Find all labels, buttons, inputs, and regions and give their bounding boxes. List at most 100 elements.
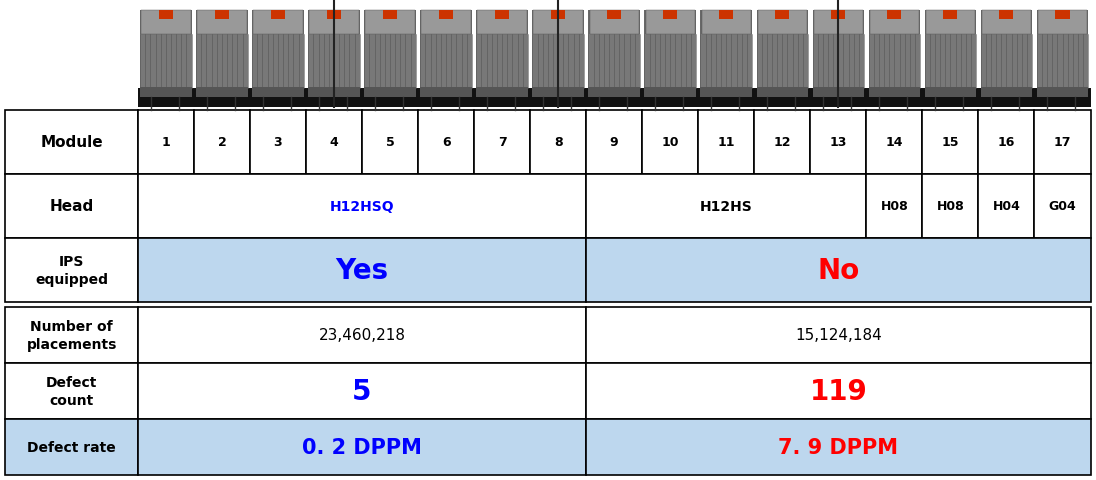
Text: 17: 17 [1053, 136, 1071, 149]
Bar [981, 35, 1032, 89]
Bar [196, 87, 248, 98]
Bar [138, 110, 194, 174]
Text: 3: 3 [274, 136, 283, 149]
Text: 1: 1 [161, 136, 170, 149]
Bar [979, 174, 1035, 239]
Bar [832, 11, 845, 20]
Text: 23,460,218: 23,460,218 [319, 328, 406, 343]
Bar [925, 87, 977, 98]
Bar [364, 11, 415, 89]
Text: H12HS: H12HS [700, 199, 753, 214]
Bar [926, 11, 975, 35]
Bar [756, 11, 808, 89]
Bar [888, 11, 901, 20]
Bar [813, 11, 863, 35]
Bar [252, 87, 304, 98]
Bar [866, 110, 923, 174]
Bar [812, 87, 864, 98]
Bar [530, 110, 586, 174]
Bar [250, 110, 306, 174]
Bar [642, 110, 698, 174]
Text: Defect rate: Defect rate [27, 440, 116, 454]
Bar [590, 11, 639, 35]
Bar [944, 11, 958, 20]
Bar [309, 11, 358, 35]
Bar [533, 35, 584, 89]
Bar [589, 35, 640, 89]
Bar [866, 174, 923, 239]
Bar [1055, 11, 1070, 20]
Bar [1037, 35, 1088, 89]
Text: 7. 9 DPPM: 7. 9 DPPM [778, 437, 899, 457]
Bar [1037, 87, 1088, 98]
Bar [923, 110, 979, 174]
Bar [586, 174, 866, 239]
Text: 14: 14 [886, 136, 903, 149]
Text: 11: 11 [718, 136, 735, 149]
Bar [308, 87, 359, 98]
Bar [981, 11, 1032, 89]
Bar [477, 87, 528, 98]
Bar [439, 11, 453, 20]
Bar [533, 87, 584, 98]
Bar [194, 110, 250, 174]
Bar [422, 11, 470, 35]
Bar [362, 110, 418, 174]
Bar [1038, 11, 1087, 35]
Bar [586, 110, 642, 174]
Bar [644, 35, 696, 89]
Bar [5, 174, 138, 239]
Bar [253, 11, 302, 35]
Bar [534, 11, 583, 35]
Bar [1035, 174, 1091, 239]
Bar [308, 35, 359, 89]
Bar [757, 11, 807, 35]
Bar [869, 87, 921, 98]
Text: 16: 16 [997, 136, 1015, 149]
Bar [475, 110, 530, 174]
Bar [140, 87, 192, 98]
Bar [700, 11, 752, 89]
Bar [140, 11, 192, 89]
Bar [196, 11, 248, 89]
Text: 5: 5 [352, 377, 372, 405]
Text: 10: 10 [662, 136, 680, 149]
Bar [252, 11, 304, 89]
Text: No: No [818, 256, 859, 284]
Text: Defect
count: Defect count [46, 375, 98, 408]
Bar [477, 11, 528, 89]
Bar [533, 11, 584, 89]
Bar [586, 307, 1091, 363]
Bar [477, 35, 528, 89]
Bar [923, 174, 979, 239]
Bar [5, 110, 138, 174]
Bar [646, 11, 695, 35]
Text: 15,124,184: 15,124,184 [795, 328, 881, 343]
Text: Yes: Yes [335, 256, 389, 284]
Bar [383, 11, 397, 20]
Bar [420, 87, 472, 98]
Bar [141, 11, 191, 35]
Bar [271, 11, 285, 20]
Text: 6: 6 [442, 136, 450, 149]
Bar [252, 35, 304, 89]
Bar [775, 11, 789, 20]
Text: H04: H04 [993, 200, 1020, 213]
Bar [5, 239, 138, 302]
Text: 13: 13 [830, 136, 847, 149]
Bar [420, 11, 472, 89]
Bar [719, 11, 733, 20]
Bar [644, 87, 696, 98]
Bar [925, 35, 977, 89]
Bar [364, 35, 415, 89]
Bar [701, 11, 751, 35]
Bar [607, 11, 621, 20]
Bar [159, 11, 173, 20]
Bar [138, 419, 586, 475]
Bar [138, 174, 586, 239]
Bar [810, 110, 866, 174]
Text: H12HSQ: H12HSQ [330, 199, 395, 214]
Bar [1000, 11, 1014, 20]
Text: 2: 2 [217, 136, 226, 149]
Bar [5, 363, 138, 419]
